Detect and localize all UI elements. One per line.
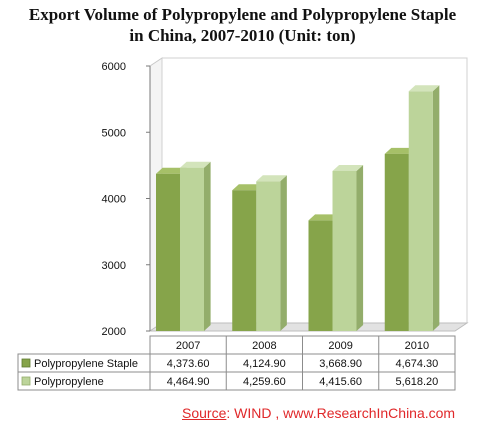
data-label: 4,259.60	[243, 376, 286, 388]
bar	[180, 161, 211, 331]
data-label: 4,124.90	[243, 358, 286, 370]
bar	[408, 85, 440, 331]
source-note: Source: WIND , www.ResearchInChina.com	[182, 405, 482, 421]
bar-front	[156, 173, 180, 331]
data-label: 4,674.30	[395, 358, 438, 370]
y-tick-label: 4000	[102, 194, 126, 206]
chart-title-line-1: Export Volume of Polypropylene and Polyp…	[28, 5, 457, 24]
legend-swatch	[21, 376, 31, 386]
bar-top	[156, 167, 187, 174]
data-label: 4,373.60	[167, 358, 210, 370]
data-label: 4,464.90	[167, 376, 210, 388]
x-tick-label: 2010	[405, 340, 429, 352]
bar	[332, 164, 364, 331]
bar	[256, 175, 287, 331]
chart-title: Export Volume of Polypropylene and Polyp…	[0, 4, 485, 46]
legend-swatch	[21, 358, 31, 368]
source-text: : WIND , www.ResearchInChina.com	[226, 405, 456, 421]
data-label: 5,618.20	[395, 376, 438, 388]
data-label: 3,668.90	[319, 358, 362, 370]
y-tick-label: 5000	[102, 127, 126, 139]
x-tick-label: 2007	[176, 340, 200, 352]
y-tick-label: 2000	[102, 326, 126, 338]
bar-top	[232, 184, 263, 191]
data-table: 2007 2008 2009 2010 Polypropylene Staple 4,37…	[17, 335, 456, 391]
bar-side	[432, 85, 440, 331]
x-tick-label: 2009	[328, 340, 352, 352]
x-tick-label: 2008	[252, 340, 276, 352]
chart-title-line-2: in China, 2007-2010 (Unit: ton)	[129, 26, 356, 45]
chart-bars	[156, 85, 440, 331]
bar-front	[232, 190, 257, 331]
legend-label: Polypropylene Staple	[34, 358, 138, 370]
y-tick-label: 3000	[102, 260, 126, 272]
bar-top	[408, 85, 440, 92]
y-tick-label: 6000	[102, 61, 126, 73]
bar-front	[384, 153, 409, 331]
bar-top	[332, 164, 364, 171]
bar-side	[356, 164, 364, 331]
bar-front	[256, 181, 281, 331]
bar-top	[180, 161, 211, 168]
data-label: 4,415.60	[319, 376, 362, 388]
bar-top	[256, 175, 287, 182]
source-label: Source	[182, 405, 227, 421]
bar-front	[180, 167, 204, 331]
bar-top	[308, 214, 340, 221]
bar-top	[384, 147, 416, 154]
legend-label: Polypropylene	[34, 376, 104, 388]
bar-side	[280, 175, 287, 331]
bar-front	[408, 91, 433, 331]
bar-front	[332, 170, 357, 331]
bar-side	[204, 161, 211, 331]
bar-front	[308, 220, 333, 331]
